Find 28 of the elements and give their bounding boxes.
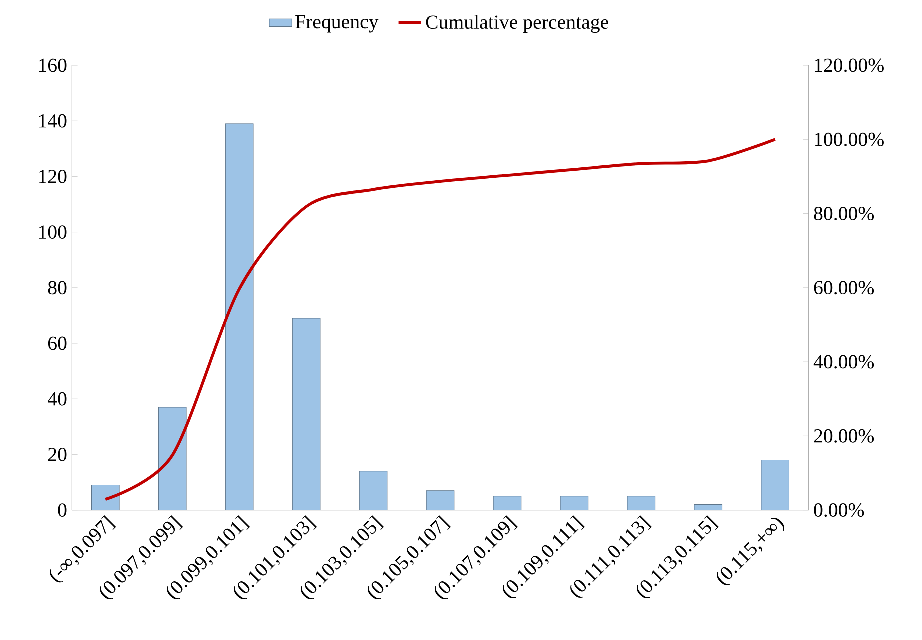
- y-tick-label: 140: [39, 114, 67, 128]
- y2-tick-label: 100.00%: [815, 132, 884, 146]
- y-tick-label: 20: [48, 448, 67, 462]
- legend-label: Frequency: [296, 15, 379, 33]
- bar: [494, 496, 522, 510]
- bar: [560, 496, 588, 510]
- y-tick-label: 0: [58, 503, 67, 517]
- bar: [628, 496, 656, 510]
- legend-label: Cumulative percentage: [426, 14, 608, 33]
- bar: [225, 123, 254, 510]
- y-tick-label: 80: [48, 281, 67, 294]
- y2-tick-label: 60.00%: [814, 280, 874, 294]
- bar: [292, 318, 321, 510]
- bar: [761, 460, 790, 510]
- bar: [426, 490, 455, 510]
- y-tick-label: 40: [48, 392, 67, 406]
- y-tick-label: 120: [39, 170, 67, 184]
- y2-tick-label: 0.00%: [814, 503, 864, 517]
- y2-tick-label: 40.00%: [814, 355, 874, 369]
- y-tick-label: 60: [48, 336, 67, 350]
- line-series: [104, 138, 777, 501]
- y-tick-label: 160: [39, 58, 67, 72]
- bar: [359, 470, 388, 510]
- y2-tick-label: 120.00%: [815, 58, 884, 72]
- y-tick-label: 100: [39, 225, 67, 239]
- y2-tick-label: 20.00%: [814, 429, 874, 443]
- bar: [158, 407, 187, 510]
- y2-tick-label: 80.00%: [814, 206, 874, 220]
